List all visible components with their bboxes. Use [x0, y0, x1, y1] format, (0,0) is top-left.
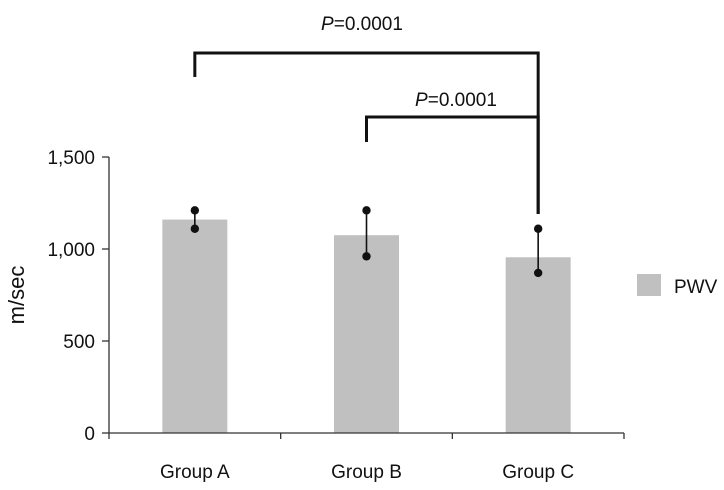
error-cap-lower-1: [190, 224, 200, 233]
bar-2: [334, 235, 399, 433]
y-axis-title: m/sec: [4, 266, 29, 325]
significance-label-b-c: P=0.0001: [415, 90, 497, 111]
error-cap-upper-3: [533, 224, 543, 233]
y-tick-label-2: 500: [63, 332, 95, 353]
error-cap-upper-1: [190, 206, 200, 215]
y-tick-label-1: 0: [84, 424, 95, 445]
legend-swatch-pwv: [637, 274, 661, 296]
y-tick-label-4: 1,500: [47, 148, 95, 169]
x-tick-label-1: Group A: [160, 462, 230, 483]
bar-1: [162, 219, 228, 433]
legend: PWV: [637, 274, 718, 298]
x-tick-label-2: Group B: [331, 462, 402, 483]
significance-label-a-c: P=0.0001: [321, 14, 403, 35]
error-cap-lower-3: [533, 268, 543, 278]
y-tick-label-3: 1,000: [47, 240, 95, 261]
x-tick-label-3: Group C: [502, 462, 574, 483]
significance-bracket-2: [365, 115, 540, 214]
bar-3: [505, 257, 571, 433]
error-cap-lower-2: [362, 252, 371, 261]
error-cap-upper-2: [362, 206, 371, 215]
legend-label-pwv: PWV: [674, 277, 718, 298]
